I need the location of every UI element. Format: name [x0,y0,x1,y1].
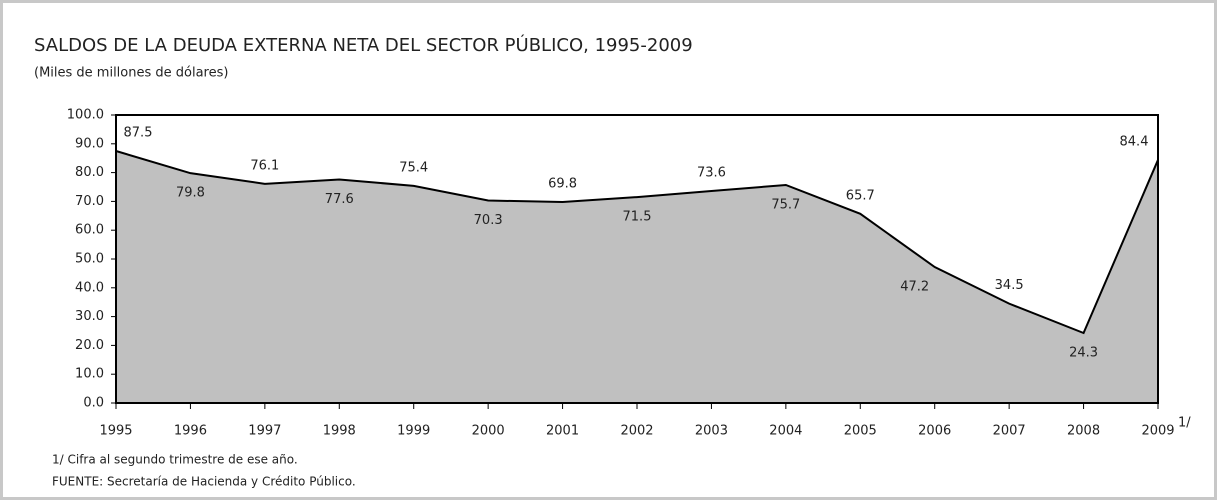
area [116,151,1158,403]
y-tick-label: 50.0 [75,252,104,267]
data-label: 84.4 [1120,134,1149,149]
data-label: 87.5 [124,126,153,141]
chart-title: SALDOS DE LA DEUDA EXTERNA NETA DEL SECT… [34,34,693,56]
data-label: 24.3 [1069,346,1098,361]
x-tick-label: 2003 [695,424,728,439]
x-tick-label: 1997 [248,424,281,439]
x-tick-label: 2008 [1067,424,1100,439]
y-tick-label: 70.0 [75,194,104,209]
y-tick-label: 10.0 [75,367,104,382]
source-note: FUENTE: Secretaría de Hacienda y Crédito… [52,475,356,489]
y-tick-label: 30.0 [75,309,104,324]
data-label: 76.1 [250,158,279,173]
y-tick-label: 100.0 [67,108,104,123]
x-tick-label: 2009 [1141,424,1174,439]
x-note: 1/ [1178,416,1191,431]
data-label: 71.5 [623,210,652,225]
y-tick-label: 90.0 [75,136,104,151]
x-tick-label: 2000 [472,424,505,439]
x-tick-label: 2007 [993,424,1026,439]
y-tick-label: 80.0 [75,165,104,180]
x-tick-label: 2006 [918,424,951,439]
data-label: 75.7 [771,197,800,212]
x-tick-label: 1999 [397,424,430,439]
data-label: 70.3 [474,213,503,228]
chart-subtitle: (Miles de millones de dólares) [34,66,228,81]
x-tick-label: 1995 [99,424,132,439]
data-label: 65.7 [846,188,875,203]
data-label: 34.5 [995,278,1024,293]
footnote: 1/ Cifra al segundo trimestre de ese año… [52,453,298,467]
data-label: 73.6 [697,166,726,181]
data-label: 79.8 [176,186,205,201]
y-tick-label: 60.0 [75,223,104,238]
y-tick-label: 0.0 [83,396,104,411]
x-tick-label: 2001 [546,424,579,439]
x-tick-label: 1996 [174,424,207,439]
x-tick-label: 1998 [323,424,356,439]
x-tick-label: 2004 [769,424,802,439]
line [115,150,1159,335]
y-tick-label: 40.0 [75,280,104,295]
data-label: 75.4 [399,160,428,175]
data-label: 77.6 [325,192,354,207]
x-tick-label: 2002 [620,424,653,439]
data-label: 47.2 [900,280,929,295]
y-tick-label: 20.0 [75,338,104,353]
x-tick-label: 2005 [844,424,877,439]
data-label: 69.8 [548,176,577,191]
